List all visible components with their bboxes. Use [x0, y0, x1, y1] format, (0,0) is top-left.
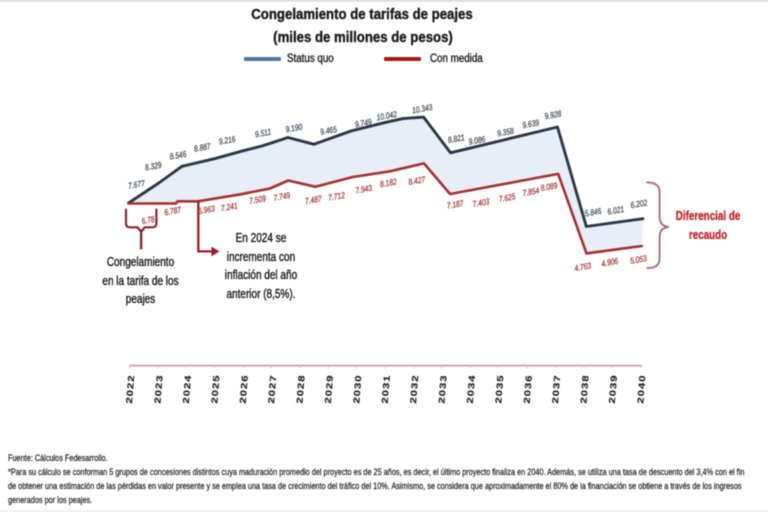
svg-text:8.089: 8.089	[540, 180, 559, 193]
svg-text:7.187: 7.187	[446, 198, 465, 211]
svg-text:5.053: 5.053	[629, 253, 648, 266]
svg-text:7.749: 7.749	[273, 190, 292, 203]
svg-text:9.465: 9.465	[319, 124, 338, 137]
svg-text:8.546: 8.546	[169, 149, 188, 162]
svg-text:7.854: 7.854	[522, 185, 540, 198]
svg-text:10.042: 10.042	[376, 109, 399, 123]
svg-text:9.928: 9.928	[544, 109, 563, 122]
svg-text:6.963: 6.963	[197, 203, 216, 216]
svg-text:8.427: 8.427	[408, 174, 427, 187]
svg-text:2025: 2025	[210, 374, 222, 404]
svg-text:4.763: 4.763	[574, 261, 593, 274]
svg-text:2033: 2033	[437, 374, 449, 404]
svg-text:2036: 2036	[523, 374, 535, 404]
svg-text:6.021: 6.021	[607, 204, 625, 217]
svg-text:7.509: 7.509	[248, 193, 267, 206]
svg-text:7.403: 7.403	[472, 196, 491, 209]
svg-text:6.202: 6.202	[630, 198, 649, 211]
svg-text:2035: 2035	[494, 374, 506, 404]
svg-text:2022: 2022	[125, 374, 137, 404]
svg-text:7.241: 7.241	[220, 201, 238, 214]
svg-text:8.182: 8.182	[379, 177, 398, 190]
svg-text:9.216: 9.216	[218, 134, 237, 147]
svg-text:2027: 2027	[267, 374, 279, 404]
svg-text:7.677: 7.677	[127, 178, 146, 191]
svg-text:9.086: 9.086	[468, 134, 487, 147]
svg-text:8.821: 8.821	[447, 132, 465, 145]
svg-text:9.749: 9.749	[354, 117, 373, 130]
svg-text:6.787: 6.787	[164, 205, 183, 218]
svg-text:7.943: 7.943	[355, 183, 374, 196]
svg-text:10.343: 10.343	[411, 102, 434, 116]
svg-text:9.358: 9.358	[496, 126, 515, 139]
svg-text:2031: 2031	[381, 374, 393, 404]
svg-text:2024: 2024	[182, 374, 194, 404]
svg-text:7.625: 7.625	[498, 191, 517, 204]
svg-text:8.329: 8.329	[144, 160, 163, 173]
svg-text:2028: 2028	[295, 374, 307, 404]
svg-text:9.511: 9.511	[254, 127, 272, 140]
svg-text:7.712: 7.712	[327, 190, 346, 203]
svg-text:2034: 2034	[466, 374, 478, 404]
svg-text:4.906: 4.906	[601, 256, 620, 269]
svg-text:2038: 2038	[579, 374, 591, 404]
svg-text:2030: 2030	[352, 374, 364, 404]
svg-text:2037: 2037	[551, 374, 563, 404]
svg-text:6.78: 6.78	[141, 214, 156, 226]
svg-text:2032: 2032	[409, 374, 421, 404]
svg-text:8.887: 8.887	[193, 141, 212, 154]
svg-text:2039: 2039	[608, 374, 620, 404]
svg-text:5.846: 5.846	[584, 206, 603, 219]
svg-text:9.639: 9.639	[522, 118, 541, 131]
svg-text:2029: 2029	[324, 374, 336, 404]
svg-text:7.487: 7.487	[304, 194, 323, 207]
svg-text:9.190: 9.190	[285, 122, 304, 135]
svg-text:2040: 2040	[636, 374, 648, 404]
svg-text:2023: 2023	[153, 374, 165, 404]
svg-text:2026: 2026	[239, 374, 251, 404]
